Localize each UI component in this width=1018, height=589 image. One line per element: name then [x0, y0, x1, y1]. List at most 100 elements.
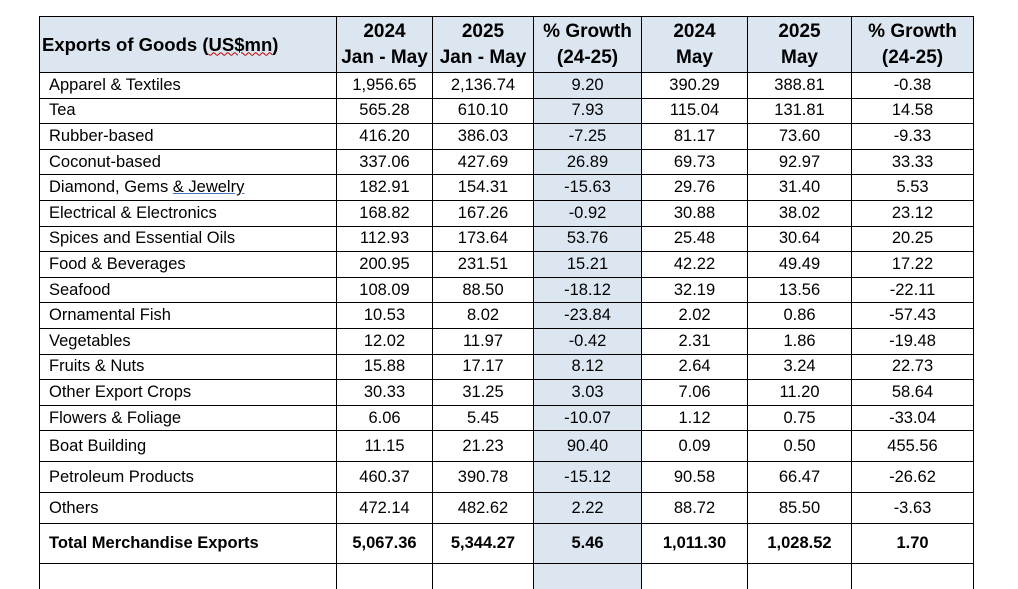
- value-2024-may: 81.17: [642, 124, 748, 150]
- growth-may: 33.33: [852, 149, 974, 175]
- table-continuation-row: [40, 564, 974, 589]
- row-label: Diamond, Gems & Jewelry: [40, 175, 337, 201]
- growth-jan-may: 9.20: [534, 73, 642, 99]
- row-label: Others: [40, 493, 337, 524]
- row-label: Spices and Essential Oils: [40, 226, 337, 252]
- value-2025-jan-may: 88.50: [433, 277, 534, 303]
- value-2024-may: 25.48: [642, 226, 748, 252]
- empty-cell: [642, 564, 748, 589]
- growth-jan-may: 26.89: [534, 149, 642, 175]
- value-2025-jan-may: 482.62: [433, 493, 534, 524]
- value-2024-jan-may: 565.28: [337, 98, 433, 124]
- value-2024-jan-may: 472.14: [337, 493, 433, 524]
- value-2024-may: 42.22: [642, 252, 748, 278]
- value-2024-may: 2.31: [642, 328, 748, 354]
- header-col-growth-jan-may: % Growth(24-25): [534, 17, 642, 73]
- value-2024-jan-may: 30.33: [337, 380, 433, 406]
- growth-jan-may: 8.12: [534, 354, 642, 380]
- row-label: Vegetables: [40, 328, 337, 354]
- value-2025-may: 0.50: [748, 431, 852, 462]
- header-col-growth-may: % Growth(24-25): [852, 17, 974, 73]
- value-2025-may: 92.97: [748, 149, 852, 175]
- value-2025-may: 73.60: [748, 124, 852, 150]
- value-2025-may: 131.81: [748, 98, 852, 124]
- value-2025-jan-may: 11.97: [433, 328, 534, 354]
- value-2024-jan-may: 12.02: [337, 328, 433, 354]
- value-2025-jan-may: 167.26: [433, 200, 534, 226]
- value-2025-jan-may: 2,136.74: [433, 73, 534, 99]
- value-2024-may: 69.73: [642, 149, 748, 175]
- growth-may: -33.04: [852, 405, 974, 431]
- row-label: Ornamental Fish: [40, 303, 337, 329]
- value-2024-jan-may: 168.82: [337, 200, 433, 226]
- value-2025-jan-may: 390.78: [433, 462, 534, 493]
- value-2024-may: 390.29: [642, 73, 748, 99]
- empty-cell: [433, 564, 534, 589]
- value-2024-may: 88.72: [642, 493, 748, 524]
- value-2024-may: 32.19: [642, 277, 748, 303]
- value-2025-may: 0.86: [748, 303, 852, 329]
- growth-may: -3.63: [852, 493, 974, 524]
- value-2025-jan-may: 173.64: [433, 226, 534, 252]
- value-2024-jan-may: 11.15: [337, 431, 433, 462]
- value-2024-may: 0.09: [642, 431, 748, 462]
- value-2024-jan-may: 6.06: [337, 405, 433, 431]
- value-2025-jan-may: 8.02: [433, 303, 534, 329]
- growth-may: 14.58: [852, 98, 974, 124]
- value-2025-jan-may: 154.31: [433, 175, 534, 201]
- growth-jan-may: -0.42: [534, 328, 642, 354]
- row-label: Seafood: [40, 277, 337, 303]
- value-2025-jan-may: 610.10: [433, 98, 534, 124]
- growth-jan-may: 53.76: [534, 226, 642, 252]
- total-growth-jan-may: 5.46: [534, 524, 642, 564]
- value-2024-jan-may: 337.06: [337, 149, 433, 175]
- growth-may: -26.62: [852, 462, 974, 493]
- empty-cell: [852, 564, 974, 589]
- growth-may: -22.11: [852, 277, 974, 303]
- growth-jan-may: -23.84: [534, 303, 642, 329]
- row-label: Other Export Crops: [40, 380, 337, 406]
- value-2024-may: 1.12: [642, 405, 748, 431]
- growth-may: -0.38: [852, 73, 974, 99]
- total-value-2024-jan-may: 5,067.36: [337, 524, 433, 564]
- growth-jan-may: -15.63: [534, 175, 642, 201]
- growth-may: 5.53: [852, 175, 974, 201]
- empty-cell: [40, 564, 337, 589]
- row-label: Food & Beverages: [40, 252, 337, 278]
- growth-jan-may: 7.93: [534, 98, 642, 124]
- empty-cell: [337, 564, 433, 589]
- growth-jan-may: -10.07: [534, 405, 642, 431]
- growth-jan-may: -0.92: [534, 200, 642, 226]
- value-2025-may: 66.47: [748, 462, 852, 493]
- total-label: Total Merchandise Exports: [40, 524, 337, 564]
- value-2025-jan-may: 31.25: [433, 380, 534, 406]
- value-2024-may: 7.06: [642, 380, 748, 406]
- value-2024-may: 90.58: [642, 462, 748, 493]
- growth-jan-may: -15.12: [534, 462, 642, 493]
- growth-may: 455.56: [852, 431, 974, 462]
- value-2024-jan-may: 182.91: [337, 175, 433, 201]
- value-2025-may: 13.56: [748, 277, 852, 303]
- value-2024-jan-may: 10.53: [337, 303, 433, 329]
- total-growth-may: 1.70: [852, 524, 974, 564]
